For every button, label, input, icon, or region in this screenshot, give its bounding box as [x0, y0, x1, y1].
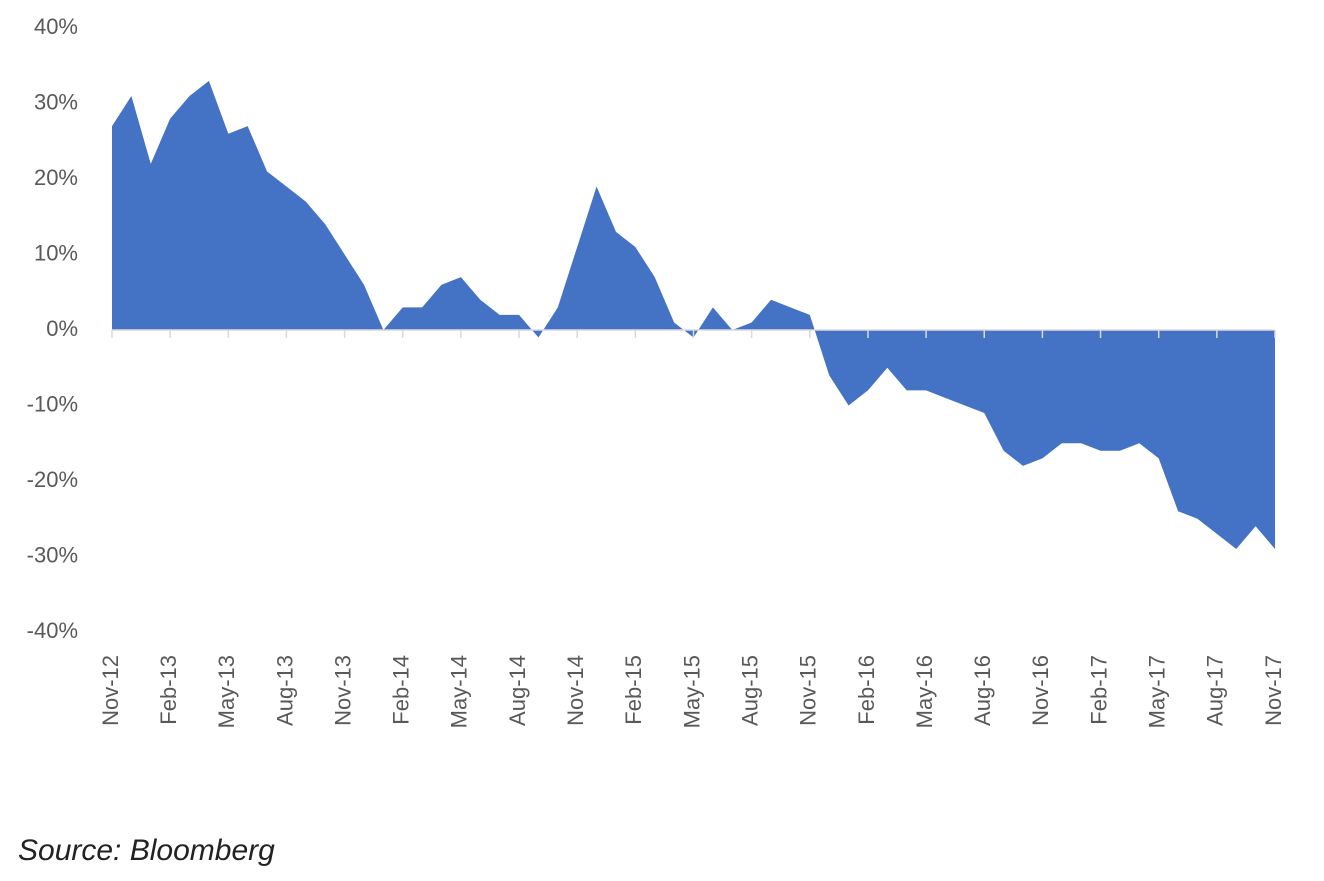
y-tick-label: 0% [46, 316, 78, 341]
x-tick-label: Feb-14 [389, 655, 414, 725]
x-tick-label: May-15 [679, 655, 704, 728]
x-tick-label: May-13 [214, 655, 239, 728]
y-tick-label: 30% [34, 89, 78, 114]
y-tick-label: -30% [27, 542, 78, 567]
x-tick-label: Feb-13 [156, 655, 181, 725]
x-tick-label: Feb-17 [1086, 655, 1111, 725]
x-tick-label: Nov-12 [98, 655, 123, 726]
y-tick-label: -20% [27, 467, 78, 492]
x-tick-label: Nov-13 [330, 655, 355, 726]
x-tick-label: Nov-14 [563, 655, 588, 726]
x-tick-label: Aug-13 [272, 655, 297, 726]
x-tick-label: Aug-15 [737, 655, 762, 726]
y-tick-label: -10% [27, 391, 78, 416]
source-note: Source: Bloomberg [18, 834, 275, 867]
x-tick-label: May-16 [912, 655, 937, 728]
y-tick-label: 40% [34, 14, 78, 39]
x-tick-label: May-14 [447, 655, 472, 728]
x-tick-label: Feb-16 [854, 655, 879, 725]
y-tick-label: -40% [27, 618, 78, 643]
y-tick-label: 10% [34, 240, 78, 265]
x-tick-label: Nov-17 [1261, 655, 1286, 726]
x-tick-label: Nov-15 [796, 655, 821, 726]
x-tick-label: Aug-16 [970, 655, 995, 726]
x-tick-label: Nov-16 [1028, 655, 1053, 726]
y-tick-label: 20% [34, 165, 78, 190]
area [112, 80, 1275, 549]
x-tick-label: Aug-17 [1203, 655, 1228, 726]
x-tick-label: Aug-14 [505, 655, 530, 726]
x-tick-label: Feb-15 [621, 655, 646, 725]
x-tick-label: May-17 [1145, 655, 1170, 728]
